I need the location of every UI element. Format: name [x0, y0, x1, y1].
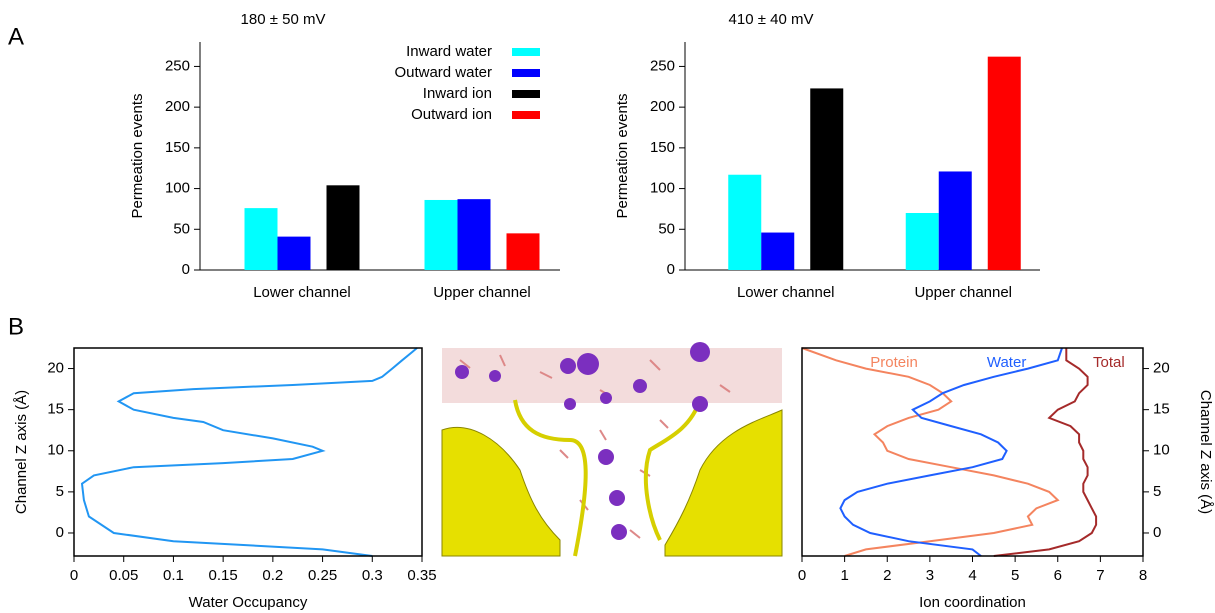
x-tick-label: 0 — [70, 567, 78, 584]
y-tick-label: 50 — [658, 220, 675, 237]
bar — [244, 208, 278, 270]
x-tick-label: 3 — [926, 567, 934, 584]
legend-label: Outward water — [394, 64, 492, 81]
bar — [810, 88, 844, 271]
x-tick-label: 0.3 — [362, 567, 383, 584]
y-tick-label: 250 — [650, 57, 675, 74]
y-tick-label: 20 — [47, 360, 64, 377]
legend-swatch — [512, 111, 540, 119]
legend-label: Outward ion — [411, 106, 492, 123]
y-tick-label: 250 — [165, 57, 190, 74]
y-tick-label: 10 — [1153, 442, 1170, 459]
series-label: Protein — [870, 354, 918, 371]
loop-left — [513, 399, 588, 557]
x-tick-label: 1 — [840, 567, 848, 584]
y-axis-label: Channel Z axis (Å) — [1197, 390, 1214, 514]
y-tick-label: 200 — [650, 98, 675, 115]
bar — [938, 171, 972, 270]
helix-left — [441, 426, 561, 557]
molecular-render — [441, 342, 783, 557]
bar — [457, 199, 491, 270]
bar — [326, 185, 360, 270]
legend-swatch — [512, 90, 540, 98]
y-tick-label: 10 — [47, 442, 64, 459]
x-tick-label: 0 — [798, 567, 806, 584]
chart-title: 180 ± 50 mV — [241, 11, 326, 28]
x-tick-label: 4 — [968, 567, 976, 584]
x-tick-label: 0.35 — [407, 567, 436, 584]
bar — [424, 199, 458, 270]
y-tick-label: 150 — [650, 139, 675, 156]
bar — [506, 233, 540, 270]
y-tick-label: 20 — [1153, 360, 1170, 377]
y-tick-label: 5 — [1153, 483, 1161, 500]
loop-right — [643, 399, 702, 541]
x-tick-label: 5 — [1011, 567, 1019, 584]
helix-right — [664, 409, 783, 557]
line — [80, 347, 418, 557]
x-tick-label: 7 — [1096, 567, 1104, 584]
y-tick-label: 0 — [667, 261, 675, 278]
x-axis-label: Water Occupancy — [189, 594, 308, 611]
y-tick-label: 100 — [165, 180, 190, 197]
x-tick-label: 8 — [1139, 567, 1147, 584]
x-tick-label: 0.1 — [163, 567, 184, 584]
x-tick-label: Upper channel — [914, 284, 1012, 301]
x-tick-label: 0.25 — [308, 567, 337, 584]
line — [801, 347, 1060, 557]
y-tick-label: 0 — [1153, 524, 1161, 541]
y-tick-label: 50 — [173, 220, 190, 237]
y-tick-label: 15 — [1153, 401, 1170, 418]
ions — [455, 342, 710, 540]
series-label: Water — [987, 354, 1026, 371]
y-tick-label: 150 — [165, 139, 190, 156]
y-axis-label: Permeation events — [129, 93, 146, 218]
x-tick-label: 0.2 — [262, 567, 283, 584]
chart-title: 410 ± 40 mV — [729, 11, 814, 28]
panel-label: B — [8, 313, 24, 340]
y-tick-label: 5 — [56, 483, 64, 500]
bar — [987, 56, 1021, 271]
legend-swatch — [512, 48, 540, 56]
series-label: Total — [1093, 354, 1125, 371]
x-tick-label: Lower channel — [253, 284, 351, 301]
legend-swatch — [512, 69, 540, 77]
bar — [728, 174, 762, 270]
x-tick-label: 6 — [1054, 567, 1062, 584]
bar — [905, 213, 939, 270]
x-tick-label: 0.05 — [109, 567, 138, 584]
legend-label: Inward ion — [423, 85, 492, 102]
plot-frame — [73, 347, 423, 557]
line — [993, 348, 1098, 557]
y-tick-label: 15 — [47, 401, 64, 418]
y-tick-label: 100 — [650, 180, 675, 197]
x-tick-label: 0.15 — [209, 567, 238, 584]
bar — [277, 236, 311, 270]
x-axis-label: Ion coordination — [919, 594, 1026, 611]
y-axis-label: Channel Z axis (Å) — [13, 390, 30, 514]
y-axis-label: Permeation events — [614, 93, 631, 218]
x-tick-label: Upper channel — [433, 284, 531, 301]
panel-label: A — [8, 23, 24, 50]
x-tick-label: 2 — [883, 567, 891, 584]
x-tick-label: Lower channel — [737, 284, 835, 301]
y-tick-label: 0 — [56, 524, 64, 541]
line — [839, 347, 1063, 557]
legend-label: Inward water — [406, 43, 492, 60]
y-tick-label: 0 — [182, 261, 190, 278]
y-tick-label: 200 — [165, 98, 190, 115]
bar — [761, 232, 795, 270]
